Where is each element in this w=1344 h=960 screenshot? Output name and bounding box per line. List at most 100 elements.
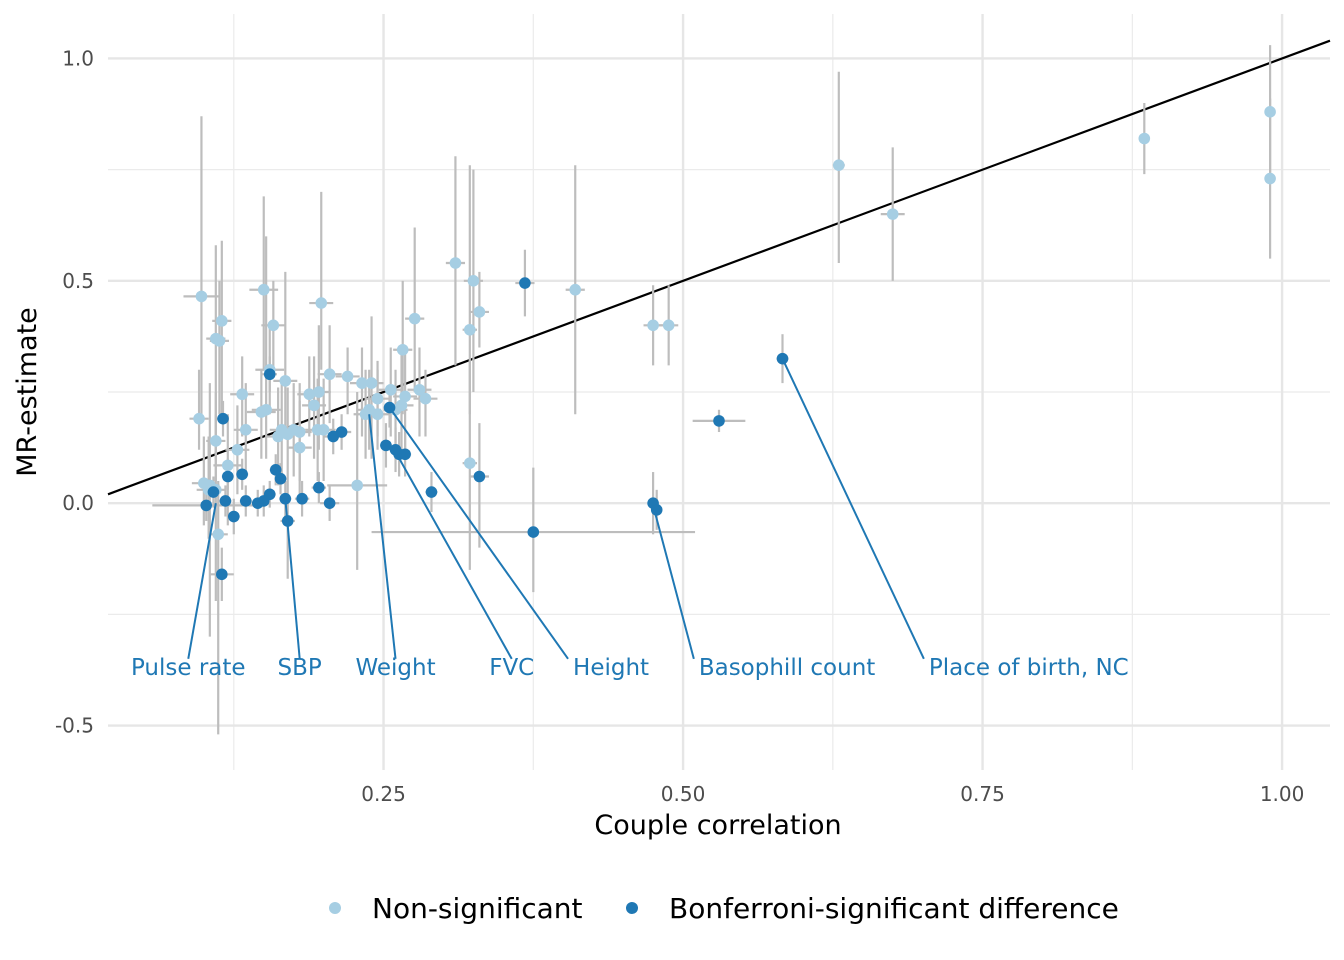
axis-tick-labels: 0.25 0.50 0.75 1.00 -0.5 0.0 0.5 1.0 [55,46,1304,806]
data-point-significant [227,510,240,523]
annotation-leader-line [368,414,397,659]
data-point-significant [713,415,725,427]
reference-line [107,39,1331,496]
data-point-significant [274,472,287,485]
data-point-non-significant [279,375,292,387]
annotation-leader-line [392,447,513,660]
data-point-non-significant [213,335,226,347]
y-tick-label: -0.5 [55,714,94,738]
data-point-non-significant [341,370,354,383]
data-point-significant [216,568,228,581]
data-point-non-significant [396,343,409,356]
annotation-leader-line [781,358,925,660]
data-point-non-significant [267,319,280,332]
y-tick-label: 0.0 [62,491,94,515]
data-point-non-significant [365,377,378,389]
data-point-non-significant [195,290,208,303]
data-point-non-significant [1138,132,1151,145]
data-point-significant [313,481,325,494]
data-point-significant [473,470,486,483]
legend-label-non-significant: Non-significant [372,892,583,925]
data-point-non-significant [647,319,659,332]
data-point-significant [217,412,229,425]
data-point-significant [399,448,411,461]
data-point-non-significant [257,283,270,296]
y-tick-label: 0.5 [62,269,94,293]
x-tick-label: 0.75 [960,782,1005,806]
data-point-non-significant [467,275,480,287]
data-point-significant [207,486,220,498]
data-point-non-significant [317,424,330,436]
data-point-significant [323,497,336,509]
identity-reference-line [107,39,1331,496]
legend-key-non-significant [329,902,341,914]
data-point-non-significant [293,441,306,454]
data-point-significant [519,277,531,289]
data-point-non-significant [473,306,486,318]
data-point-non-significant [662,319,675,332]
data-point-non-significant [359,408,372,421]
data-point-non-significant [569,283,582,296]
data-point-non-significant [222,459,234,472]
legend-key-significant [626,902,638,914]
y-axis-title: MR-estimate [12,307,43,477]
data-point-non-significant [255,406,268,418]
data-point-non-significant [464,323,476,336]
data-point-non-significant [303,388,316,401]
data-point-significant [239,495,252,507]
data-point-significant [200,499,213,512]
y-tick-label: 1.0 [62,46,94,70]
annotation-label: Basophill count [699,655,875,681]
data-point-non-significant [1264,106,1276,118]
data-point-non-significant [308,399,320,412]
data-point-non-significant [351,479,363,492]
data-points [193,106,1276,581]
data-point-non-significant [833,159,845,171]
data-point-non-significant [231,444,244,456]
data-point-significant [527,526,540,538]
data-point-non-significant [384,383,397,396]
data-point-non-significant [371,392,384,405]
data-point-non-significant [886,208,899,220]
data-point-non-significant [464,457,476,469]
data-point-significant [222,470,234,483]
data-point-non-significant [210,435,222,447]
data-point-significant [251,497,264,509]
data-point-non-significant [419,392,432,405]
data-point-significant [327,430,340,443]
annotation-label: SBP [278,655,322,681]
data-point-significant [296,492,308,505]
annotation-label: Height [573,655,649,681]
x-tick-label: 1.00 [1260,782,1305,806]
data-point-non-significant [449,257,462,269]
legend-label-significant: Bonferroni-significant difference [669,892,1119,925]
data-point-significant [380,439,392,452]
annotation-label: FVC [489,655,534,681]
data-point-non-significant [272,430,284,443]
annotation-leader-line [388,406,569,660]
data-point-non-significant [313,386,325,398]
data-point-non-significant [236,388,248,401]
data-point-non-significant [212,528,225,541]
data-point-significant [425,486,438,498]
data-point-non-significant [1264,172,1276,185]
annotation-leader-line [284,498,301,659]
data-point-non-significant [216,315,228,327]
x-tick-label: 0.25 [361,782,406,806]
data-point-non-significant [315,297,328,309]
data-point-non-significant [193,412,205,425]
data-point-non-significant [239,424,252,436]
data-point-non-significant [399,390,411,403]
data-point-significant [269,464,282,476]
annotation-label: Weight [355,655,435,681]
annotation-leader-line [187,503,217,659]
data-point-significant [219,495,232,507]
data-point-non-significant [356,377,368,389]
data-point-non-significant [323,368,336,381]
annotation-leader-line [652,505,695,660]
data-point-significant [236,468,248,481]
legend: Non-significant Bonferroni-significant d… [329,892,1119,925]
x-axis-title: Couple correlation [594,810,841,841]
annotation-label: Pulse rate [131,655,246,681]
